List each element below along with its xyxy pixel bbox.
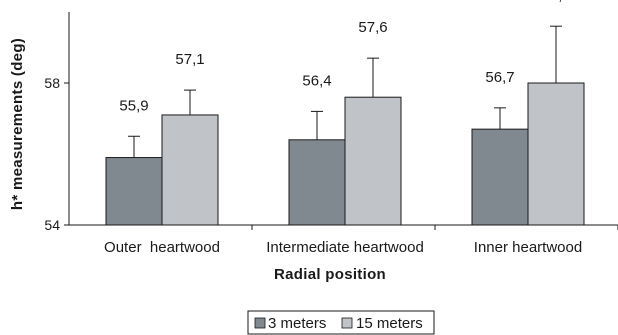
bar bbox=[471, 128, 529, 226]
bar bbox=[344, 96, 402, 226]
plot-area: 54 58 55,9 57,1 Outer heartwood 56,4 57,6 Inter… bbox=[44, 0, 618, 256]
data-label: 55,9 bbox=[119, 97, 148, 114]
legend-swatch-3-meters bbox=[254, 317, 266, 329]
data-label: 57,1 bbox=[175, 51, 204, 68]
legend-swatch-15-meters bbox=[341, 317, 353, 329]
legend-box bbox=[247, 310, 435, 335]
x-axis-title: Radial position bbox=[274, 266, 386, 283]
data-label: 56,4 bbox=[302, 72, 331, 89]
legend: 3 meters 15 meters bbox=[247, 310, 435, 335]
data-label: 58,0 bbox=[541, 0, 570, 4]
legend-label-15-meters: 15 meters bbox=[356, 315, 423, 332]
data-label: 57,6 bbox=[358, 19, 387, 36]
data-label: 56,7 bbox=[485, 69, 514, 86]
legend-label-3-meters: 3 meters bbox=[268, 315, 326, 332]
bar bbox=[288, 139, 346, 226]
bar bbox=[527, 82, 585, 226]
x-category-label: Inner heartwood bbox=[474, 239, 582, 256]
y-tick-label: 54 bbox=[44, 217, 60, 233]
y-tick-label: 58 bbox=[44, 75, 60, 91]
bar bbox=[105, 157, 163, 226]
x-category-label: Intermediate heartwood bbox=[266, 239, 424, 256]
x-category-label: Outer heartwood bbox=[104, 239, 220, 256]
y-axis-title: h* measurements (deg) bbox=[9, 38, 26, 210]
bar bbox=[161, 114, 219, 226]
